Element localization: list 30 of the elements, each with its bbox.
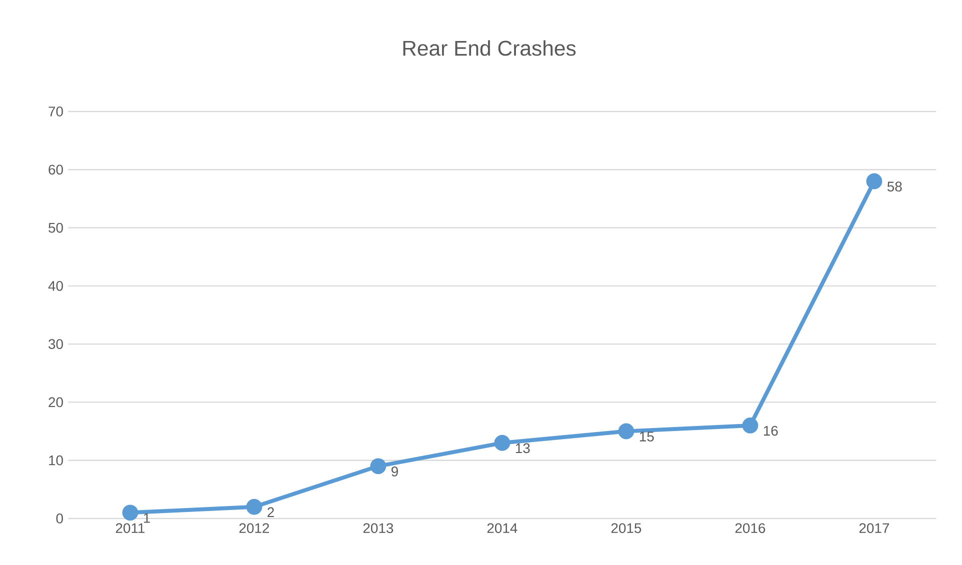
- point: [866, 173, 882, 190]
- y-tick-label: 40: [48, 280, 63, 291]
- point: [494, 434, 510, 451]
- data-label: 1: [144, 513, 150, 523]
- data-label: 13: [516, 443, 530, 454]
- x-tick-label: 2013: [363, 523, 394, 534]
- point: [122, 504, 138, 521]
- point: [618, 423, 634, 440]
- data-label: 15: [640, 432, 654, 442]
- x-tick-label: 2017: [859, 523, 890, 534]
- x-tick-label: 2012: [239, 523, 269, 534]
- point: [742, 417, 758, 434]
- x-tick-label: 2011: [116, 523, 144, 534]
- chart-title: Rear End Crashes: [403, 40, 576, 56]
- y-tick-label: 20: [48, 397, 63, 408]
- data-label: 58: [887, 182, 902, 192]
- y-tick-label: 70: [48, 106, 63, 116]
- point: [246, 498, 262, 515]
- point: [370, 458, 386, 474]
- y-tick-label: 0: [56, 514, 63, 524]
- y-tick-label: 30: [48, 339, 63, 350]
- x-tick-label: 2014: [487, 523, 518, 534]
- data-label: 2: [268, 507, 274, 518]
- data-label: 9: [392, 466, 398, 476]
- data-label: 16: [764, 426, 778, 436]
- y-tick-label: 50: [48, 222, 63, 233]
- y-tick-label: 10: [49, 455, 63, 466]
- y-tick-label: 60: [48, 164, 63, 175]
- x-tick-label: 2016: [735, 523, 766, 534]
- x-tick-label: 2015: [611, 523, 642, 534]
